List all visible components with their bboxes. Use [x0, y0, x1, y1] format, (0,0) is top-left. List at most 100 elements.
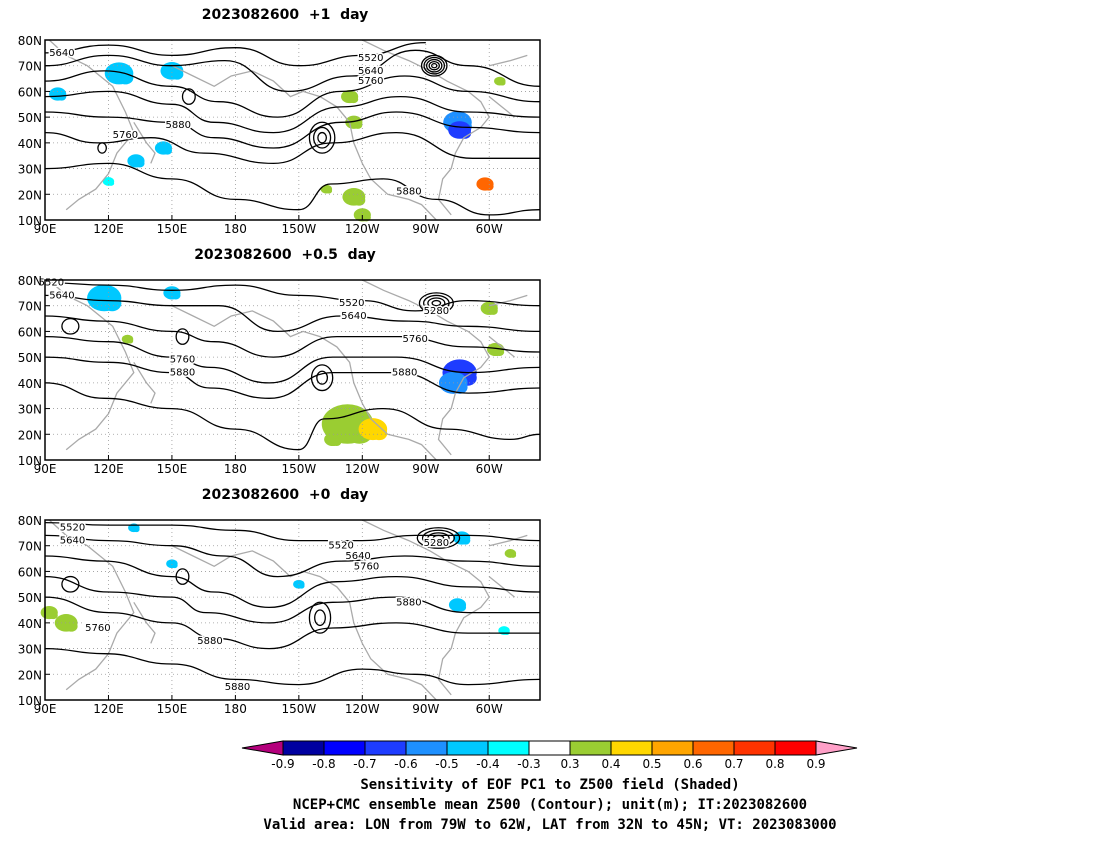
closed-contour: [428, 60, 440, 71]
y-tick-label: 20N: [18, 668, 42, 682]
x-tick-label: 180: [224, 702, 247, 716]
contour-line: [44, 534, 541, 578]
colorbar-box: [733, 740, 776, 756]
shading-patch: [65, 621, 78, 632]
contour-label: 5760: [85, 623, 110, 634]
shading-patch: [503, 629, 510, 635]
colorbar-label: -0.7: [353, 757, 376, 771]
closed-contour: [317, 131, 327, 144]
x-tick-label: 90W: [412, 462, 439, 476]
shading-patch: [488, 306, 498, 315]
contour-line: [44, 382, 541, 451]
closed-contour: [313, 126, 332, 149]
shading-patch: [352, 195, 366, 206]
shading-patch: [48, 611, 58, 620]
colorbar-label: -0.6: [394, 757, 417, 771]
x-tick-label: 150E: [157, 462, 188, 476]
colorbar-box: [692, 740, 735, 756]
coastline: [488, 96, 516, 118]
shading-patch: [509, 552, 517, 558]
shading-patch: [456, 603, 467, 612]
contour-label: 5640: [49, 290, 74, 301]
colorbar-box: [569, 740, 612, 756]
shading-patch: [102, 295, 122, 312]
y-tick-label: 50N: [18, 591, 42, 605]
coastline: [133, 601, 156, 644]
z500-contours: [44, 281, 541, 451]
shading-patch: [325, 188, 333, 194]
sensitivity-shading: [49, 62, 506, 222]
closed-contour: [308, 121, 336, 154]
shading-patch: [57, 92, 67, 101]
closed-contour: [310, 364, 334, 392]
y-tick-label: 40N: [18, 377, 42, 391]
closed-contour: [416, 527, 461, 549]
colorbar-label: 0.6: [683, 757, 702, 771]
colorbar-label: 0.5: [642, 757, 661, 771]
contour-label: 5520: [339, 298, 364, 309]
y-tick-label: 60N: [18, 565, 42, 579]
x-tick-label: 90E: [34, 222, 57, 236]
contour-label: 5640: [49, 48, 74, 59]
colorbar-label: 0.8: [765, 757, 784, 771]
caption-line-3: Valid area: LON from 79W to 62W, LAT fro…: [263, 817, 837, 833]
colorbar-label: -0.4: [476, 757, 499, 771]
closed-contour: [423, 294, 450, 312]
coastline: [171, 65, 437, 221]
x-tick-label: 120W: [345, 462, 380, 476]
contour-line: [44, 315, 541, 358]
contour-line: [44, 555, 541, 609]
colorbar-box: [774, 740, 817, 756]
closed-contour: [61, 317, 80, 335]
colorbar-box: [651, 740, 694, 756]
contour-label: 5640: [358, 66, 383, 77]
contour-label: 5880: [197, 636, 222, 647]
x-tick-label: 150W: [281, 702, 316, 716]
contour-line: [44, 41, 426, 67]
y-tick-label: 20N: [18, 428, 42, 442]
y-tick-label: 40N: [18, 137, 42, 151]
shading-patch: [499, 80, 506, 86]
closed-contour: [97, 142, 107, 154]
y-tick-label: 70N: [18, 60, 42, 74]
x-tick-label: 180: [224, 462, 247, 476]
caption-line-1: Sensitivity of EOF PC1 to Z500 field (Sh…: [360, 777, 740, 793]
x-tick-label: 150E: [157, 702, 188, 716]
x-tick-label: 60W: [476, 222, 503, 236]
shading-patch: [461, 536, 471, 545]
closed-contour: [425, 58, 443, 73]
contour-label: 5520: [60, 523, 85, 534]
closed-contour: [421, 529, 455, 547]
coastline: [488, 336, 516, 358]
x-tick-label: 120E: [93, 462, 124, 476]
shading-patch: [371, 426, 388, 441]
closed-contour: [175, 328, 190, 345]
contour-label: 5760: [170, 355, 195, 366]
closed-contour: [175, 568, 190, 585]
gridlines: [45, 280, 540, 460]
y-tick-label: 40N: [18, 617, 42, 631]
contour-label: 5760: [358, 76, 383, 87]
colorbar-box: [405, 740, 448, 756]
gridlines: [45, 40, 540, 220]
shading-patch: [133, 526, 140, 533]
closed-contour: [61, 575, 80, 593]
contour-line: [44, 281, 541, 312]
colorbar-label: 0.4: [601, 757, 620, 771]
colorbar-box: [487, 740, 530, 756]
colorbar-label: -0.5: [435, 757, 458, 771]
x-tick-label: 150W: [281, 462, 316, 476]
shading-patch: [348, 95, 359, 104]
contour-label: 5280: [424, 538, 449, 549]
closed-contour: [418, 292, 454, 315]
shading-patch: [171, 69, 184, 80]
x-tick-label: 120W: [345, 702, 380, 716]
contour-line: [44, 356, 541, 399]
contour-label: 5880: [396, 187, 421, 198]
colorbar-box: [610, 740, 653, 756]
x-tick-label: 90E: [34, 702, 57, 716]
panel-3-title: 2023082600 +0 day: [201, 487, 369, 503]
